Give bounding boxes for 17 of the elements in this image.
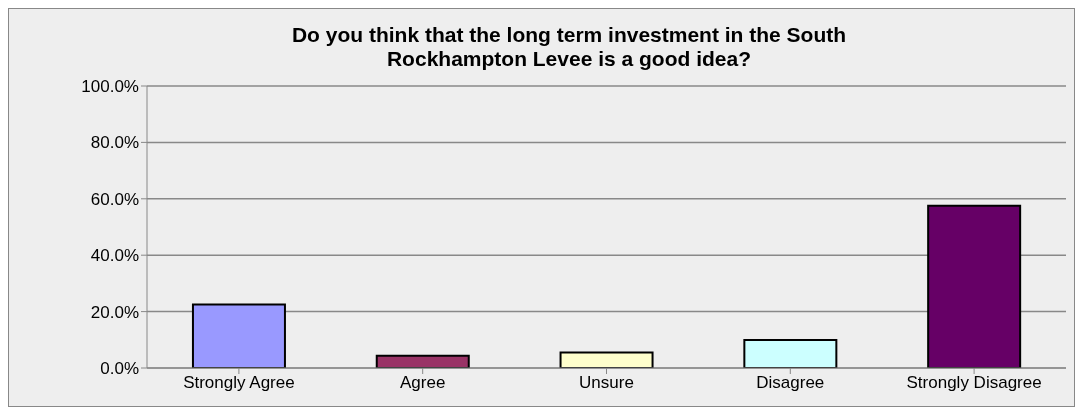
bar [927,204,1022,368]
chart-title: Do you think that the long term investment in the South Rockhampton Levee is a good idea? [290,23,848,71]
bar [191,303,286,368]
y-tick-label: 0.0% [100,359,139,379]
x-tick-label: Strongly Agree [183,373,295,393]
x-tick-label: Agree [400,373,446,393]
y-tick-label: 80.0% [90,133,139,153]
bar [375,354,470,368]
y-tick-label: 60.0% [90,189,139,209]
y-tick-label: 40.0% [90,246,139,266]
y-tick-label: 100.0% [81,77,139,97]
bar [559,351,654,368]
y-tick-label: 20.0% [90,302,139,322]
bar [743,339,838,368]
x-tick-label: Disagree [756,373,825,393]
x-tick-label: Strongly Disagree [906,373,1042,393]
x-tick-label: Unsure [579,373,634,393]
